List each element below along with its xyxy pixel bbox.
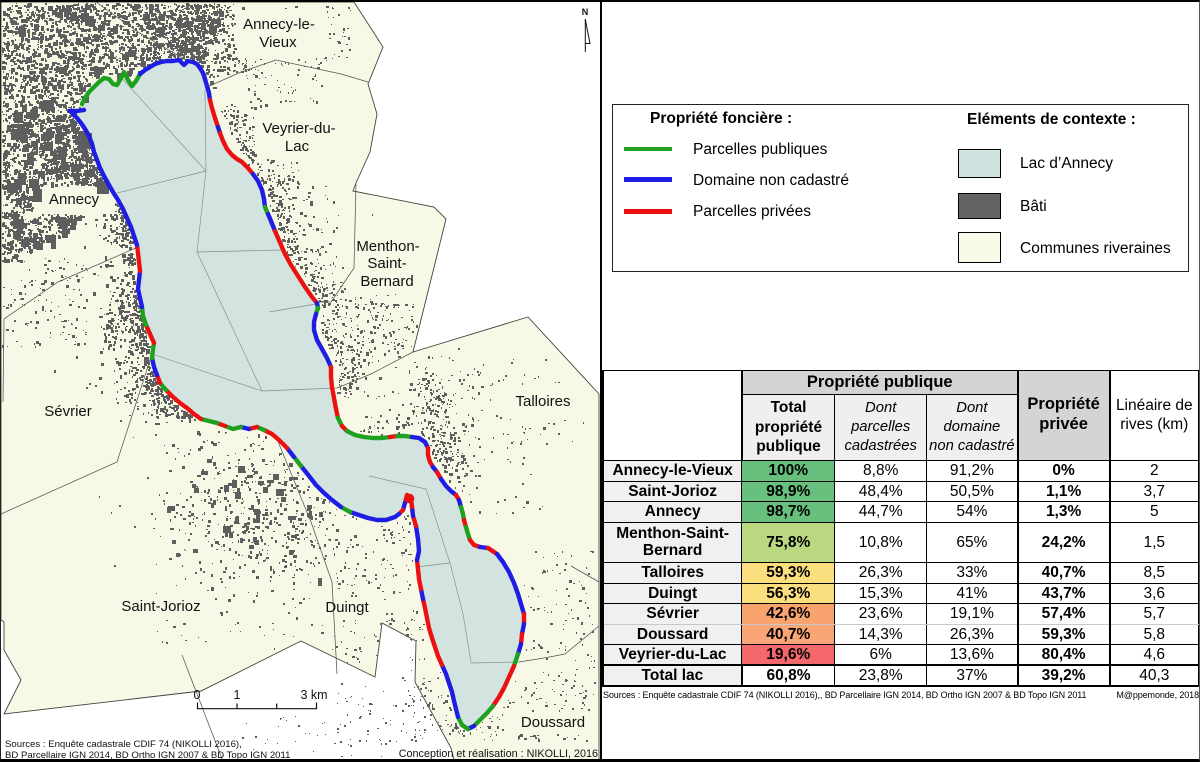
svg-text:Annecy: Annecy <box>49 191 100 208</box>
svg-text:0: 0 <box>194 688 201 702</box>
svg-text:Sources : Enquête cadastrale C: Sources : Enquête cadastrale CDIF 74 (NI… <box>5 739 242 750</box>
svg-text:Saint-: Saint- <box>367 255 406 272</box>
svg-text:Duingt: Duingt <box>325 599 369 616</box>
svg-text:Lac: Lac <box>285 138 310 155</box>
svg-text:Veyrier-du-: Veyrier-du- <box>262 120 335 137</box>
svg-text:Vieux: Vieux <box>259 34 297 51</box>
svg-text:Bernard: Bernard <box>360 273 413 290</box>
svg-text:Doussard: Doussard <box>521 714 585 731</box>
svg-text:Annecy-le-: Annecy-le- <box>243 16 315 33</box>
svg-text:1: 1 <box>234 688 241 702</box>
svg-text:3 km: 3 km <box>300 688 327 702</box>
svg-text:Talloires: Talloires <box>515 393 570 410</box>
svg-text:Menthon-: Menthon- <box>356 238 419 255</box>
svg-text:N: N <box>582 7 589 17</box>
svg-text:Conception et réalisation : NI: Conception et réalisation : NIKOLLI, 201… <box>399 748 598 760</box>
svg-text:Sévrier: Sévrier <box>44 403 92 420</box>
svg-text:Saint-Jorioz: Saint-Jorioz <box>121 598 200 615</box>
svg-text:BD Parcellaire IGN 2014, BD Or: BD Parcellaire IGN 2014, BD Ortho IGN 20… <box>5 750 290 761</box>
